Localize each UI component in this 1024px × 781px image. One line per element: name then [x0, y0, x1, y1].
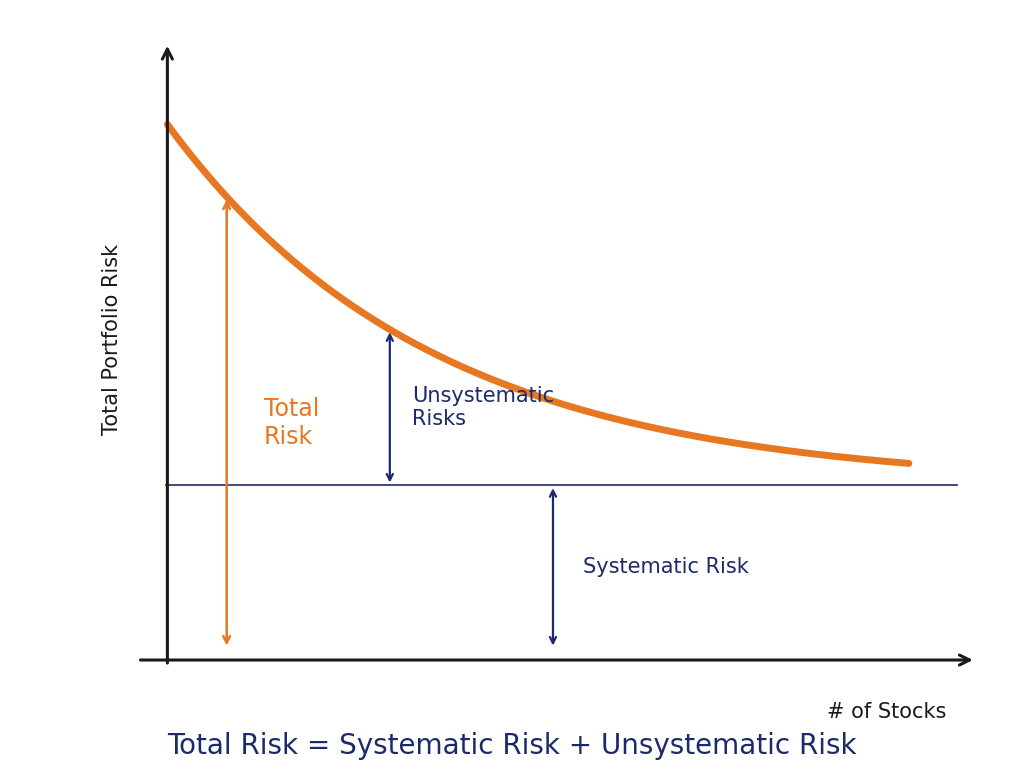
Text: Systematic Risk: Systematic Risk: [583, 557, 749, 577]
Text: Total Portfolio Risk: Total Portfolio Risk: [101, 244, 122, 435]
Text: Unsystematic
Risks: Unsystematic Risks: [412, 386, 554, 429]
Text: # of Stocks: # of Stocks: [827, 702, 946, 722]
Text: Total Risk = Systematic Risk + Unsystematic Risk: Total Risk = Systematic Risk + Unsystema…: [167, 732, 857, 760]
Text: Total
Risk: Total Risk: [264, 397, 319, 448]
